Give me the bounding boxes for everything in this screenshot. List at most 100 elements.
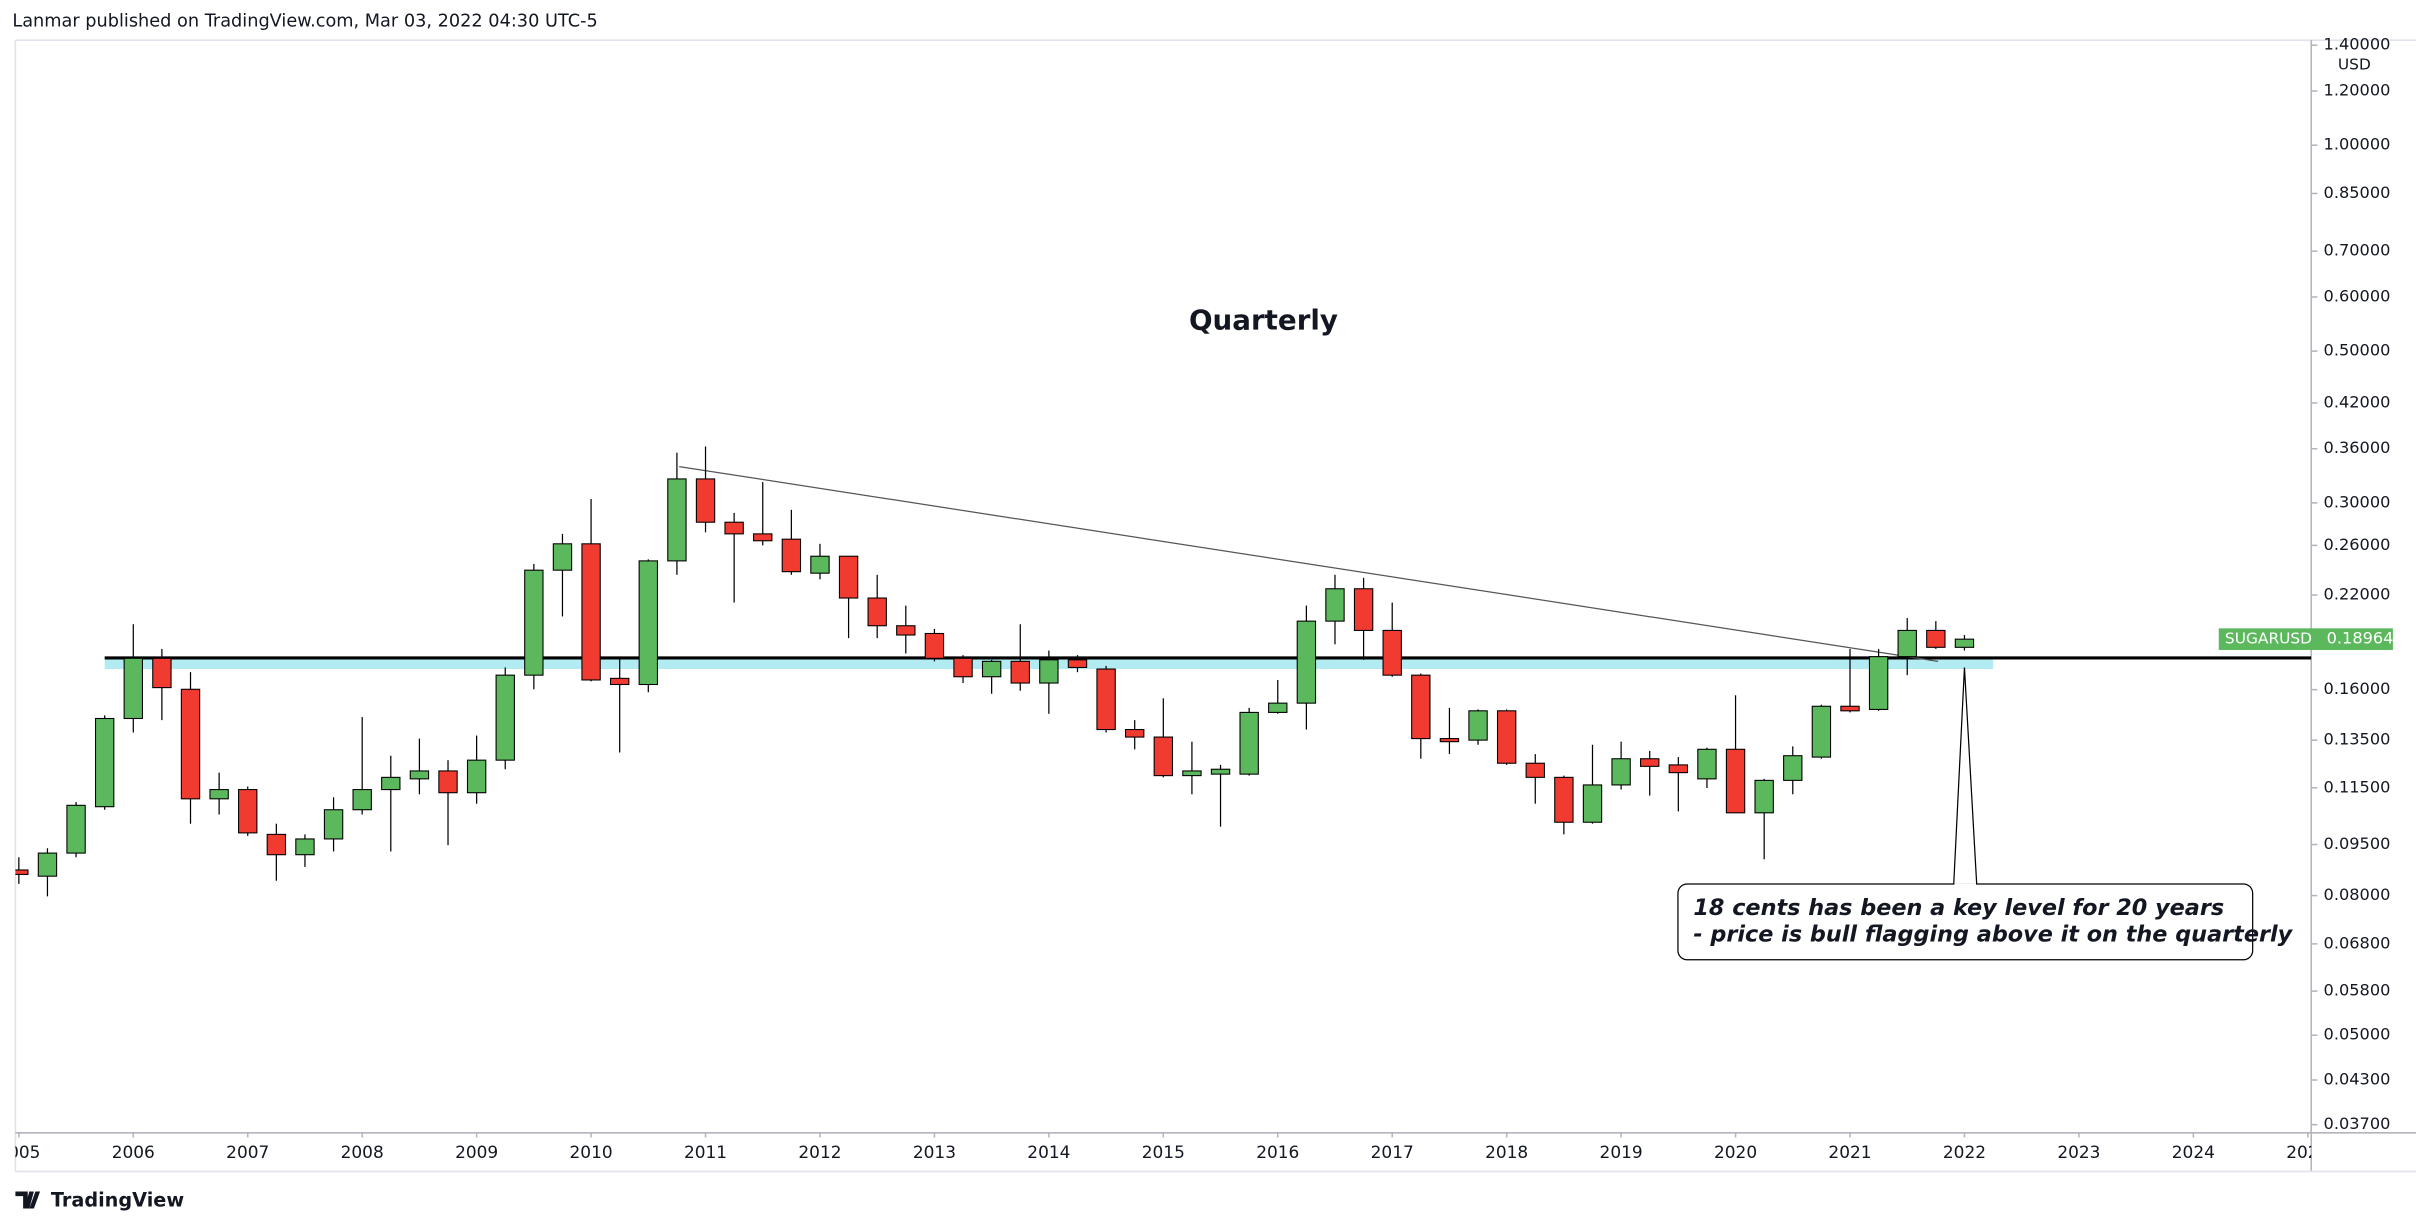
candle-body [352, 789, 372, 811]
candle-body [1725, 748, 1746, 814]
candle [1668, 757, 1689, 812]
candle-body [552, 543, 573, 571]
candle-body [1840, 705, 1860, 712]
callout-gap [1954, 883, 1977, 887]
candle [1640, 750, 1660, 796]
x-tick-label: 2014 [1027, 1143, 1070, 1163]
candle-body [1182, 770, 1202, 777]
candle [1210, 764, 1231, 827]
candle [1411, 673, 1431, 759]
x-tick-label: 2017 [1371, 1143, 1414, 1163]
candle-body [1210, 768, 1231, 775]
candle-body [94, 717, 115, 808]
candle [438, 760, 458, 846]
candle [15, 857, 29, 884]
candle-body [1325, 588, 1345, 622]
y-tick-label: 0.09500 [2324, 834, 2391, 853]
candle [1868, 648, 1889, 711]
candle [1439, 707, 1460, 755]
candle-body [953, 657, 973, 678]
candle-body [381, 776, 401, 791]
y-tick-label: 0.08000 [2324, 885, 2391, 904]
candle [724, 512, 744, 603]
candle-body [1754, 779, 1774, 814]
candle-body [1697, 748, 1717, 780]
last-price-label: 0.18964 [2327, 629, 2394, 648]
time-axis-labels: 2005 2006 2007 2008 2009 2010 2011 2012 2013 2014… [15, 1132, 2329, 1163]
candle [1182, 741, 1202, 795]
candle-body [1640, 758, 1660, 767]
callout-pointer [1953, 667, 1978, 886]
y-tick-label: 1.40000 [2324, 35, 2391, 54]
candle-body [609, 677, 630, 686]
x-tick-label: 2020 [1714, 1143, 1757, 1163]
y-tick-label: 0.30000 [2324, 492, 2391, 511]
brand-logo: TradingView [15, 1188, 184, 1211]
candle [266, 823, 287, 881]
candle [1125, 720, 1145, 750]
x-tick-label: 2021 [1828, 1143, 1871, 1163]
trendline [679, 465, 1939, 662]
publish-info: Lanmar published on TradingView.com, Mar… [12, 12, 597, 32]
candle [810, 543, 830, 580]
candle-body [15, 869, 29, 875]
y-tick-label: 0.06800 [2324, 933, 2391, 952]
candle [1382, 602, 1402, 677]
candle [953, 655, 973, 684]
logo-icon [15, 1191, 41, 1209]
time-axis: 2005 2006 2007 2008 2009 2010 2011 2012 2013 2014… [15, 1132, 2329, 1163]
candle [152, 648, 172, 721]
candle-body [1010, 660, 1030, 684]
candle-body [1783, 755, 1803, 781]
y-tick-label: 0.36000 [2324, 438, 2391, 457]
candle-body [1067, 659, 1088, 669]
candle-body [1868, 656, 1889, 710]
candle [867, 574, 887, 639]
candle-body [924, 632, 945, 659]
brand-name: TradingView [51, 1188, 184, 1211]
candle-body [1582, 784, 1603, 823]
x-tick-label: 2012 [798, 1143, 841, 1163]
x-tick-label: 2023 [2057, 1143, 2100, 1163]
candle [466, 735, 487, 804]
candle [94, 715, 115, 810]
candle-body [495, 674, 515, 761]
candle-body [1096, 668, 1116, 731]
y-tick-label: 0.50000 [2324, 341, 2391, 360]
y-tick-label: 0.11500 [2324, 777, 2391, 796]
x-tick-label: 2010 [570, 1143, 613, 1163]
candle-body [1439, 738, 1460, 743]
x-tick-label: 2013 [913, 1143, 956, 1163]
candle [1268, 679, 1288, 714]
candle [1325, 574, 1345, 645]
candle-body [1296, 620, 1317, 704]
candle [753, 482, 773, 546]
candle [1783, 746, 1803, 795]
y-tick-label: 0.05800 [2324, 981, 2391, 1000]
candle-body [466, 759, 487, 794]
candle-body [1039, 659, 1059, 684]
candle [1554, 775, 1574, 835]
x-tick-label: 2019 [1600, 1143, 1643, 1163]
candle [409, 738, 430, 795]
candle [123, 624, 143, 733]
y-tick-label: 1.20000 [2324, 81, 2391, 100]
candle [1954, 635, 1975, 651]
candle-body [266, 833, 287, 856]
candle [1725, 695, 1746, 814]
y-tick-label: 0.85000 [2324, 183, 2391, 202]
candle-body [66, 804, 86, 854]
candle [1697, 747, 1717, 789]
x-tick-label: 2025 [2286, 1143, 2329, 1163]
candle [1897, 618, 1917, 676]
candle-body [1153, 736, 1174, 777]
price-axis: 1.40000 1.20000 1.00000 0.85000 0.70000 0.600… [2311, 35, 2390, 1133]
y-tick-label: 0.13500 [2324, 730, 2391, 749]
candle-body [1926, 629, 1946, 648]
candle [1582, 744, 1603, 824]
candle-body [638, 560, 658, 686]
candle-body [323, 809, 344, 840]
candle-body [1353, 588, 1374, 631]
